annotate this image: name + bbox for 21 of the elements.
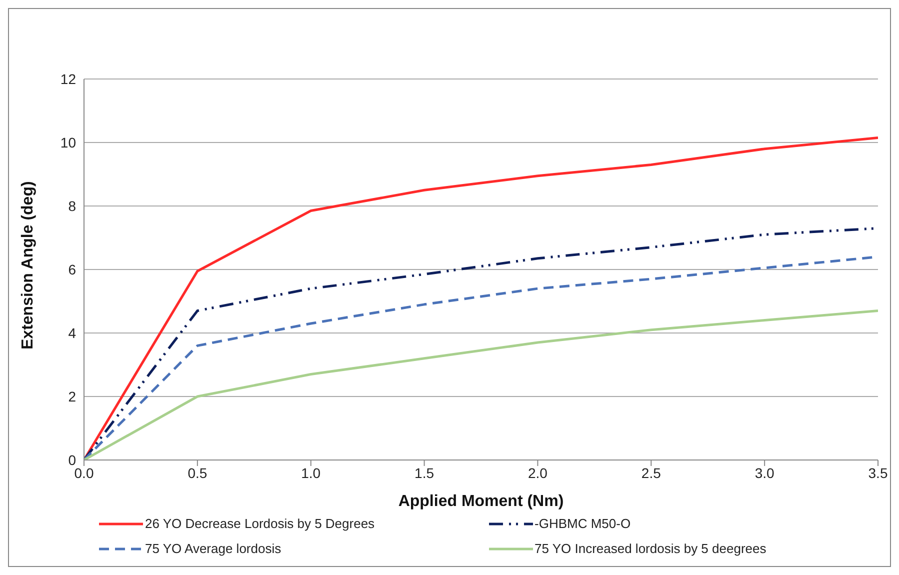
x-tick-label: 3.5 bbox=[868, 464, 888, 481]
y-tick-label: 8 bbox=[68, 198, 76, 214]
y-tick-label: 12 bbox=[60, 70, 76, 87]
legend-label: 26 YO Decrease Lordosis by 5 Degrees bbox=[145, 516, 375, 531]
y-tick-label: 4 bbox=[68, 324, 76, 341]
x-tick-label: 3.0 bbox=[754, 464, 775, 481]
x-tick-label: 0.0 bbox=[74, 464, 94, 481]
y-tick-label: 6 bbox=[68, 261, 76, 278]
legend-label: 75 YO Increased lordosis by 5 deegrees bbox=[534, 541, 766, 556]
x-tick-label: 1.5 bbox=[414, 464, 434, 481]
x-axis-title: Applied Moment (Nm) bbox=[398, 493, 564, 510]
y-tick-label: 10 bbox=[60, 134, 76, 150]
x-tick-label: 1.0 bbox=[301, 464, 321, 481]
legend-label: 75 YO Average lordosis bbox=[145, 541, 282, 556]
legend-label: -GHBMC M50-O bbox=[534, 516, 631, 531]
y-tick-label: 0 bbox=[68, 452, 76, 468]
y-tick-label: 2 bbox=[68, 388, 76, 404]
x-tick-label: 0.5 bbox=[188, 464, 208, 481]
x-tick-label: 2.5 bbox=[641, 464, 662, 481]
y-axis-title: Extension Angle (deg) bbox=[20, 181, 37, 350]
x-tick-label: 2.0 bbox=[528, 464, 548, 481]
